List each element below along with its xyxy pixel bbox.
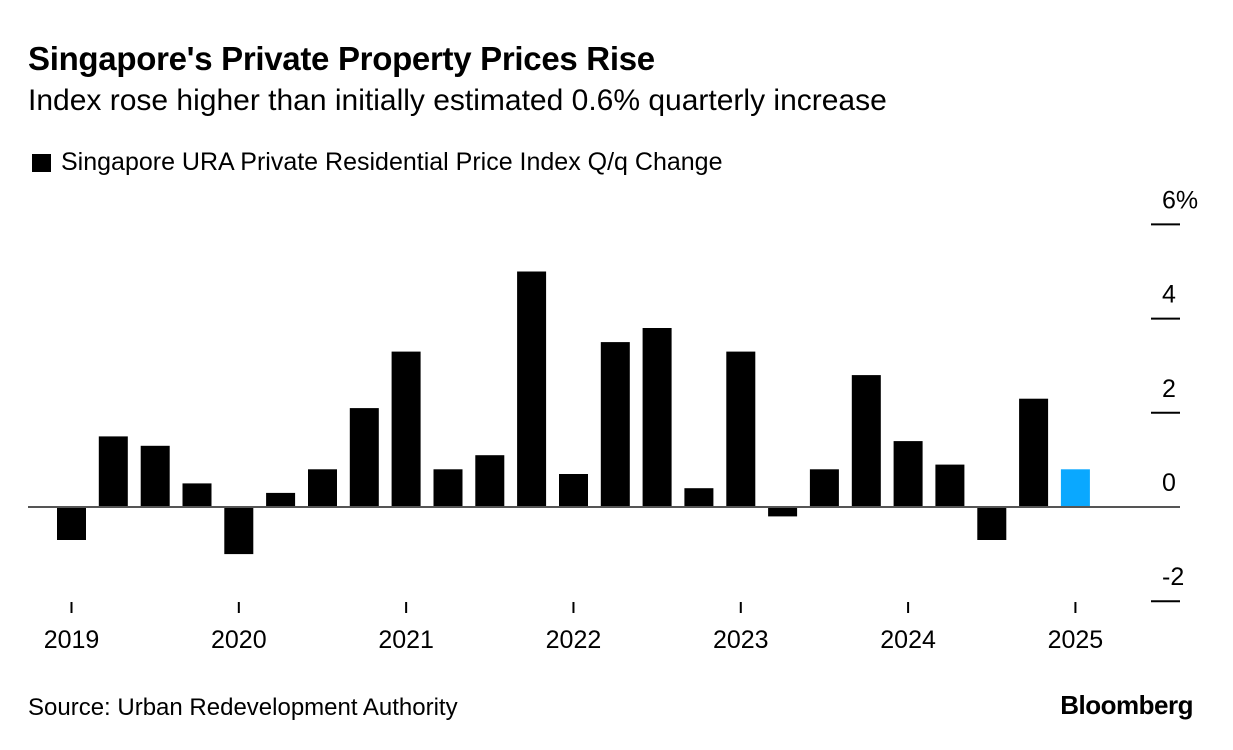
source-note: Source: Urban Redevelopment Authority	[28, 694, 458, 721]
x-tick-label: 2025	[1048, 626, 1104, 654]
bar-2021-q4	[517, 271, 547, 507]
bar-2023-q3	[809, 469, 839, 507]
y-tick-label: 6%	[1162, 186, 1198, 214]
bar-2024-q4	[1019, 398, 1049, 507]
bar-2019-q2	[98, 436, 128, 507]
x-tick-label: 2019	[44, 626, 100, 654]
bar-2022-q2	[600, 342, 630, 507]
bar-2025-q1	[1060, 469, 1090, 507]
y-axis: 6% 4 2 0 -2	[1151, 186, 1198, 603]
bar-2024-q3	[977, 507, 1007, 540]
bars-group	[57, 271, 1090, 555]
x-tick-label: 2024	[880, 626, 936, 654]
bar-2020-q2	[266, 492, 296, 507]
x-tick-label: 2023	[713, 626, 769, 654]
bar-2024-q2	[935, 464, 965, 507]
bar-2022-q3	[642, 328, 672, 507]
x-tick-label: 2020	[211, 626, 267, 654]
bar-2020-q4	[349, 408, 379, 507]
y-tick-label: -2	[1162, 563, 1184, 591]
bar-2021-q3	[475, 455, 505, 507]
bloomberg-logo: Bloomberg	[1060, 690, 1193, 720]
y-tick-label: 2	[1162, 375, 1176, 403]
y-tick-label: 0	[1162, 469, 1176, 497]
bar-2023-q2	[768, 507, 798, 517]
bar-2022-q4	[684, 488, 714, 507]
bar-2020-q3	[308, 469, 337, 507]
bar-2023-q1	[726, 351, 756, 507]
x-tick-label: 2021	[378, 626, 434, 654]
bar-2019-q4	[182, 483, 212, 507]
bar-2021-q1	[391, 351, 421, 507]
x-tick-label: 2022	[546, 626, 602, 654]
legend: Singapore URA Private Residential Price …	[32, 148, 722, 177]
chart-subtitle: Index rose higher than initially estimat…	[28, 84, 887, 117]
legend-swatch	[32, 153, 51, 172]
y-tick-label: 4	[1162, 281, 1176, 309]
x-axis: 2019 2020 2021 2022 2023 2024 2025	[44, 602, 1104, 654]
bar-2022-q1	[559, 474, 588, 507]
bar-2021-q2	[433, 469, 463, 507]
bar-2019-q1	[57, 507, 86, 540]
legend-label: Singapore URA Private Residential Price …	[61, 148, 723, 176]
bar-2019-q3	[140, 445, 170, 507]
chart-title: Singapore's Private Property Prices Rise	[28, 40, 655, 77]
bar-2023-q4	[851, 375, 881, 507]
bar-2024-q1	[893, 441, 923, 507]
bar-2020-q1	[224, 507, 254, 555]
